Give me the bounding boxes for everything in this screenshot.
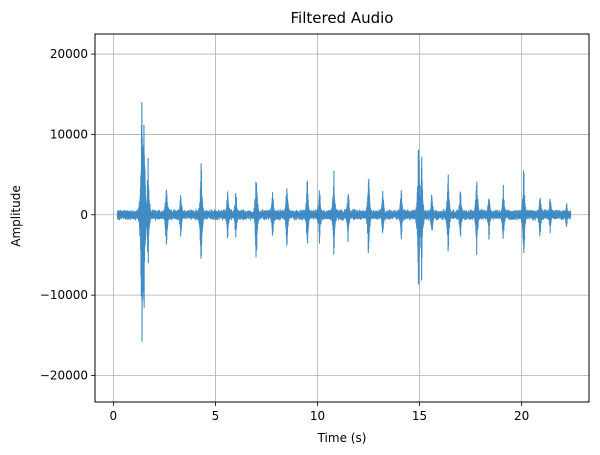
y-tick-label: 0 xyxy=(80,208,88,222)
y-ticks: −20000 −10000 0 10000 20000 xyxy=(40,47,95,382)
x-axis-label: Time (s) xyxy=(317,431,367,445)
chart-title: Filtered Audio xyxy=(291,9,394,27)
x-tick-label: 0 xyxy=(110,409,118,423)
axes-frame xyxy=(94,33,590,403)
x-tick-label: 5 xyxy=(212,409,220,423)
y-tick-label: −10000 xyxy=(40,288,88,302)
y-tick-label: 20000 xyxy=(50,47,88,61)
x-tick-label: 15 xyxy=(412,409,427,423)
x-tick-label: 10 xyxy=(310,409,325,423)
waveform-series-line xyxy=(116,102,572,342)
x-tick-label: 20 xyxy=(514,409,529,423)
x-ticks: 0 5 10 15 20 xyxy=(110,402,529,423)
y-axis-label: Amplitude xyxy=(9,185,23,247)
y-tick-label: 10000 xyxy=(50,127,88,141)
plot-area xyxy=(116,102,572,342)
y-tick-label: −20000 xyxy=(40,368,88,382)
